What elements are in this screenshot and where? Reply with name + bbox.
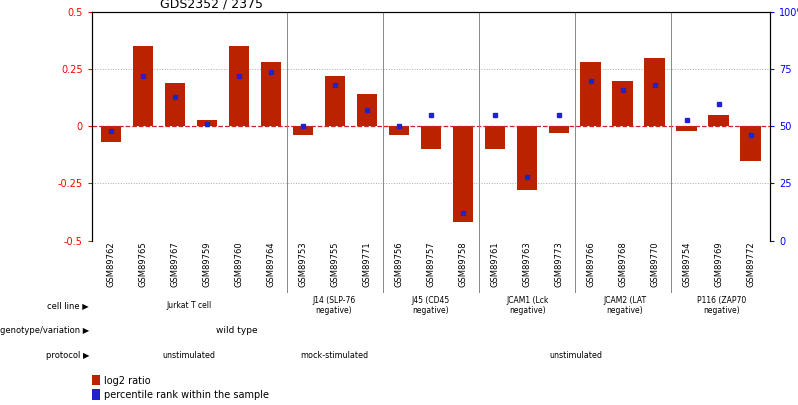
Bar xyxy=(325,76,346,126)
Bar xyxy=(132,47,153,126)
Text: GSM89753: GSM89753 xyxy=(298,242,307,287)
Text: GSM89765: GSM89765 xyxy=(139,242,148,287)
Bar xyxy=(421,126,441,149)
Text: GSM89766: GSM89766 xyxy=(587,242,595,288)
Text: unstimulated: unstimulated xyxy=(550,352,602,360)
Bar xyxy=(357,94,377,126)
Text: GSM89758: GSM89758 xyxy=(458,242,468,287)
Text: GSM89764: GSM89764 xyxy=(267,242,275,287)
Text: cell line ▶: cell line ▶ xyxy=(47,301,89,310)
Bar xyxy=(196,119,217,126)
Text: GSM89762: GSM89762 xyxy=(106,242,116,287)
Text: percentile rank within the sample: percentile rank within the sample xyxy=(104,390,269,400)
Text: GSM89769: GSM89769 xyxy=(714,242,723,287)
Text: GSM89771: GSM89771 xyxy=(362,242,371,287)
Bar xyxy=(92,375,101,386)
Text: J14 (SLP-76
negative): J14 (SLP-76 negative) xyxy=(312,296,356,315)
Text: unstimulated: unstimulated xyxy=(162,352,215,360)
Text: Jurkat T cell: Jurkat T cell xyxy=(166,301,211,310)
Bar xyxy=(389,126,409,136)
Text: GSM89767: GSM89767 xyxy=(171,242,180,288)
Text: GSM89759: GSM89759 xyxy=(203,242,211,287)
Text: genotype/variation ▶: genotype/variation ▶ xyxy=(0,326,89,335)
Text: GSM89756: GSM89756 xyxy=(394,242,404,287)
Bar xyxy=(293,126,314,136)
Bar xyxy=(613,81,634,126)
Bar xyxy=(677,126,697,131)
Bar xyxy=(484,126,505,149)
Text: GSM89773: GSM89773 xyxy=(555,242,563,288)
Bar xyxy=(516,126,537,190)
Bar xyxy=(580,62,602,126)
Text: mock-stimulated: mock-stimulated xyxy=(300,352,368,360)
Bar xyxy=(645,58,666,126)
Text: GSM89772: GSM89772 xyxy=(746,242,756,287)
Bar xyxy=(164,83,185,126)
Bar xyxy=(709,115,729,126)
Text: GSM89754: GSM89754 xyxy=(682,242,691,287)
Bar xyxy=(741,126,761,161)
Text: GSM89755: GSM89755 xyxy=(330,242,339,287)
Text: P116 (ZAP70
negative): P116 (ZAP70 negative) xyxy=(697,296,746,315)
Text: J45 (CD45
negative): J45 (CD45 negative) xyxy=(412,296,450,315)
Bar xyxy=(101,126,121,142)
Text: GSM89757: GSM89757 xyxy=(426,242,436,287)
Bar xyxy=(260,62,282,126)
Text: GDS2352 / 2375: GDS2352 / 2375 xyxy=(160,0,263,10)
Text: GSM89760: GSM89760 xyxy=(235,242,243,287)
Bar xyxy=(452,126,473,222)
Bar xyxy=(548,126,569,133)
Text: GSM89761: GSM89761 xyxy=(491,242,500,287)
Bar xyxy=(92,389,101,399)
Text: GSM89768: GSM89768 xyxy=(618,242,627,288)
Bar xyxy=(228,47,249,126)
Text: wild type: wild type xyxy=(216,326,258,335)
Text: protocol ▶: protocol ▶ xyxy=(45,352,89,360)
Text: GSM89770: GSM89770 xyxy=(650,242,659,287)
Text: log2 ratio: log2 ratio xyxy=(104,375,150,386)
Text: GSM89763: GSM89763 xyxy=(523,242,531,288)
Text: mutant: mutant xyxy=(559,326,593,335)
Text: JCAM2 (LAT
negative): JCAM2 (LAT negative) xyxy=(603,296,646,315)
Text: JCAM1 (Lck
negative): JCAM1 (Lck negative) xyxy=(507,296,549,315)
